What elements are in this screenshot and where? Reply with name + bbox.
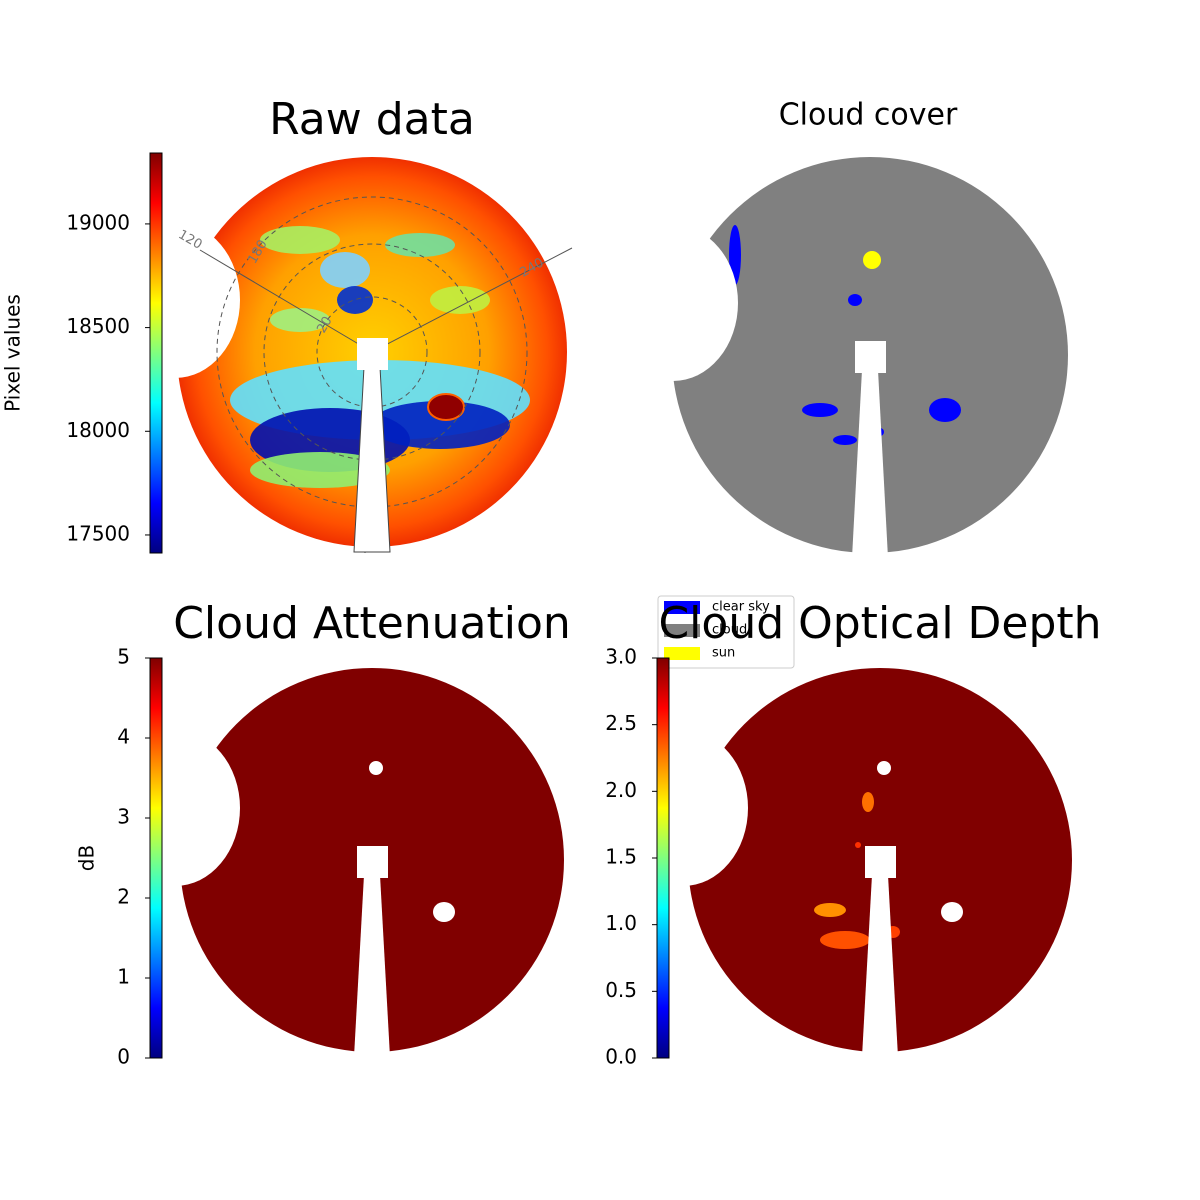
colorbar-tick-label: 2: [117, 885, 130, 909]
mask-block: [357, 846, 388, 878]
legend: clear sky cloud sun: [657, 595, 795, 669]
colorbar: [149, 657, 163, 1059]
colorbar-tick-label: 4: [117, 725, 130, 749]
colorbar-tick-label: 2.0: [605, 778, 637, 802]
legend-swatch: [664, 601, 700, 614]
colorbar-tick-label: 1.0: [605, 911, 637, 935]
raw-region: [250, 452, 390, 488]
polar-label: 20: [314, 314, 335, 336]
colorbar: [656, 657, 670, 1059]
raw-region: [320, 252, 370, 288]
legend-label: cloud: [712, 623, 747, 638]
panel-title: Cloud cover: [779, 98, 958, 133]
raw-region: [270, 308, 330, 332]
mask-strip: [852, 370, 888, 558]
legend-swatch: [664, 647, 700, 660]
legend-label: clear sky: [712, 600, 770, 615]
clear-region: [729, 225, 741, 285]
legend-label: sun: [712, 646, 735, 661]
panel-title: Cloud Attenuation: [173, 598, 571, 649]
colorbar-tick-label: 17500: [66, 521, 130, 545]
colorbar-tick-label: 3: [117, 805, 130, 829]
colorbar-tick-label: 0.0: [605, 1045, 637, 1069]
polar-ring: [263, 243, 481, 461]
colorbar-label: Pixel values: [1, 294, 25, 412]
colorbar-tick-label: 1.5: [605, 845, 637, 869]
sun-hole: [941, 902, 963, 922]
colorbar-tick-label: 19000: [66, 210, 130, 234]
cod-region: [862, 792, 874, 812]
sun-hole: [369, 761, 383, 775]
sky-image: [177, 157, 567, 547]
colorbar-tick-label: 0: [117, 1045, 130, 1069]
colorbar-tick-label: 5: [117, 645, 130, 669]
sun-hole: [877, 761, 891, 775]
sun: [863, 251, 881, 269]
polar-spoke: [371, 247, 573, 353]
clear-region: [802, 403, 838, 417]
clear-region: [848, 294, 862, 306]
mask-strip: [354, 875, 390, 1057]
colorbar-label: dB: [75, 845, 99, 871]
legend-swatch: [664, 624, 700, 637]
colorbar-tick-label: 3.0: [605, 645, 637, 669]
colorbar-tick-label: 18000: [66, 418, 130, 442]
cod-region: [814, 903, 846, 917]
panel-title: Raw data: [269, 94, 475, 145]
raw-region: [385, 233, 455, 257]
mask-strip: [862, 875, 898, 1057]
polar-ring: [316, 296, 428, 408]
sun-spot: [427, 393, 465, 421]
raw-region: [260, 226, 340, 254]
colorbar-tick-label: 1: [117, 965, 130, 989]
polar-spoke: [199, 249, 373, 353]
raw-region: [370, 401, 510, 449]
colorbar-tick-label: 18500: [66, 314, 130, 338]
cod-region: [855, 842, 861, 848]
raw-region: [430, 286, 490, 314]
colorbar-tick-label: 0.5: [605, 978, 637, 1002]
mask-block: [865, 846, 896, 878]
cod-region: [820, 931, 870, 949]
sun-hole: [433, 902, 455, 922]
panel-title: Cloud Optical Depth: [658, 598, 1101, 649]
colorbar-tick-label: 2.5: [605, 711, 637, 735]
mask-block: [855, 341, 886, 373]
mask-block: [357, 338, 388, 370]
clear-region: [929, 398, 961, 422]
clear-region: [833, 435, 857, 445]
colorbar: [149, 152, 163, 554]
raw-region: [337, 286, 373, 314]
